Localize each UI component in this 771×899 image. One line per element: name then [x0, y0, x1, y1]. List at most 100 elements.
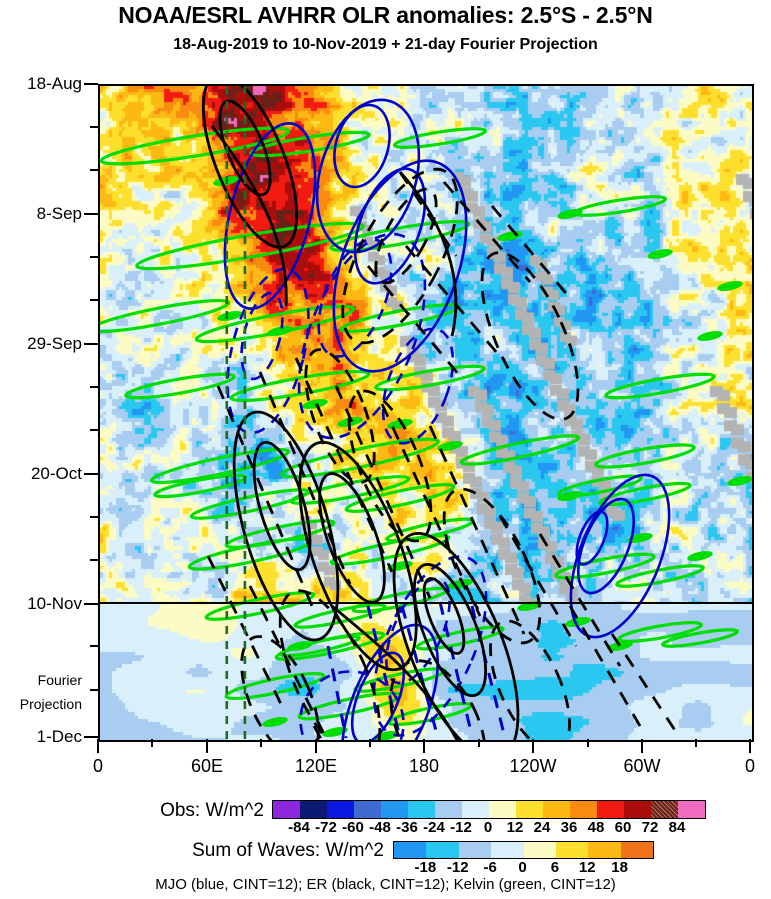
x-tick-minor [695, 739, 697, 747]
x-tick-major [206, 739, 208, 753]
x-tick-major [97, 739, 99, 753]
y-tick-minor [90, 256, 98, 258]
colorbar-swatch [588, 842, 621, 858]
colorbar-tick: 48 [587, 819, 605, 836]
y-tick-minor [90, 559, 98, 561]
y-tick-minor [90, 299, 98, 301]
colorbar-tick: 12 [578, 859, 596, 876]
colorbar-tick: 60 [614, 819, 632, 836]
colorbar-swatch [489, 801, 516, 818]
y-tick-minor [90, 689, 98, 691]
colorbar-swatch [435, 801, 462, 818]
colorbar-tick: -18 [414, 859, 437, 876]
colorbar-swatch [354, 801, 381, 818]
y-axis-label: 1-Dec [36, 727, 82, 746]
y-tick-major [84, 736, 98, 738]
colorbar-swatch [624, 801, 651, 818]
colorbar-tick: 36 [560, 819, 578, 836]
colorbar-swatch [408, 801, 435, 818]
colorbar-tick: -12 [446, 859, 469, 876]
colorbar-tick: 0 [483, 819, 493, 836]
y-axis-label: 10-Nov [27, 594, 82, 613]
y-tick-minor [90, 386, 98, 388]
wave-contour-overlay [100, 86, 752, 740]
y-tick-major [84, 343, 98, 345]
y-tick-minor [90, 126, 98, 128]
colorbar-swatch [327, 801, 354, 818]
y-tick-major [84, 603, 98, 605]
x-tick-minor [260, 739, 262, 747]
colorbar-label: Obs: W/m^2 [160, 800, 264, 821]
colorbar-swatch [523, 842, 556, 858]
x-tick-minor [369, 739, 371, 747]
x-tick-major [641, 739, 643, 753]
colorbar-swatch [462, 801, 489, 818]
colorbar-tick: 0 [518, 859, 527, 876]
colorbar-tick: 72 [641, 819, 659, 836]
x-axis-label: 120W [509, 756, 557, 776]
colorbar-swatch [651, 801, 678, 818]
y-tick-major [84, 83, 98, 85]
colorbar-swatch [516, 801, 543, 818]
colorbar-swatch [570, 801, 597, 818]
colorbar-tick: -24 [423, 819, 445, 836]
colorbar-label: Sum of Waves: W/m^2 [192, 840, 384, 861]
colorbar-swatch [620, 842, 653, 858]
x-axis-label: 0 [92, 756, 104, 776]
x-axis-label: 120E [294, 756, 338, 776]
x-tick-major [532, 739, 534, 753]
observation-forecast-divider [98, 602, 754, 604]
x-tick-major [315, 739, 317, 753]
colorbar-tick: -48 [369, 819, 391, 836]
olr-anomaly-field [100, 86, 752, 740]
colorbar-tick: 12 [506, 819, 524, 836]
x-tick-major [749, 739, 751, 753]
colorbar-tick: 84 [668, 819, 686, 836]
overlay-legend-caption: MJO (blue, CINT=12); ER (black, CINT=12)… [155, 876, 616, 893]
y-tick-major [84, 473, 98, 475]
colorbar-tick: -72 [315, 819, 337, 836]
colorbar-swatch [543, 801, 570, 818]
page-title: NOAA/ESRL AVHRR OLR anomalies: 2.5°S - 2… [118, 2, 653, 28]
x-axis-label: 180 [408, 756, 440, 776]
colorbar-swatch [491, 842, 524, 858]
colorbar-swatch [394, 842, 427, 858]
fourier-projection-note: Projection [19, 696, 82, 712]
y-tick-minor [90, 169, 98, 171]
colorbar-swatch [426, 842, 459, 858]
x-axis-label: 0 [744, 756, 756, 776]
x-tick-minor [478, 739, 480, 747]
colorbar-tick: 6 [550, 859, 560, 876]
hovmoller-plot [98, 84, 754, 742]
colorbar-sum-of-waves [393, 841, 654, 859]
colorbar-obs [272, 800, 706, 819]
fourier-projection-note: Fourier [37, 672, 82, 688]
y-axis-label: 18-Aug [27, 74, 82, 93]
colorbar-swatch [678, 801, 705, 818]
y-tick-minor [90, 429, 98, 431]
y-axis-label: 8-Sep [36, 204, 82, 223]
y-tick-minor [90, 516, 98, 518]
page-subtitle: 18-Aug-2019 to 10-Nov-2019 + 21-day Four… [173, 36, 598, 53]
colorbar-swatch [300, 801, 327, 818]
x-axis-label: 60W [623, 756, 661, 776]
y-tick-major [84, 213, 98, 215]
colorbar-swatch [555, 842, 589, 858]
y-tick-minor [90, 645, 98, 647]
colorbar-tick: -12 [450, 819, 472, 836]
colorbar-swatch [381, 801, 408, 818]
colorbar-tick: -60 [342, 819, 364, 836]
colorbar-tick: -84 [288, 819, 310, 836]
x-tick-major [423, 739, 425, 753]
x-tick-minor [587, 739, 589, 747]
colorbar-tick: -36 [396, 819, 418, 836]
colorbar-tick: 24 [533, 819, 551, 836]
x-axis-label: 60E [190, 756, 224, 776]
colorbar-swatch [458, 842, 492, 858]
y-axis-label: 20-Oct [30, 464, 82, 483]
x-tick-minor [151, 739, 153, 747]
colorbar-tick: -6 [483, 859, 497, 876]
colorbar-swatch [273, 801, 300, 818]
colorbar-swatch [597, 801, 624, 818]
colorbar-tick: 18 [611, 859, 628, 876]
